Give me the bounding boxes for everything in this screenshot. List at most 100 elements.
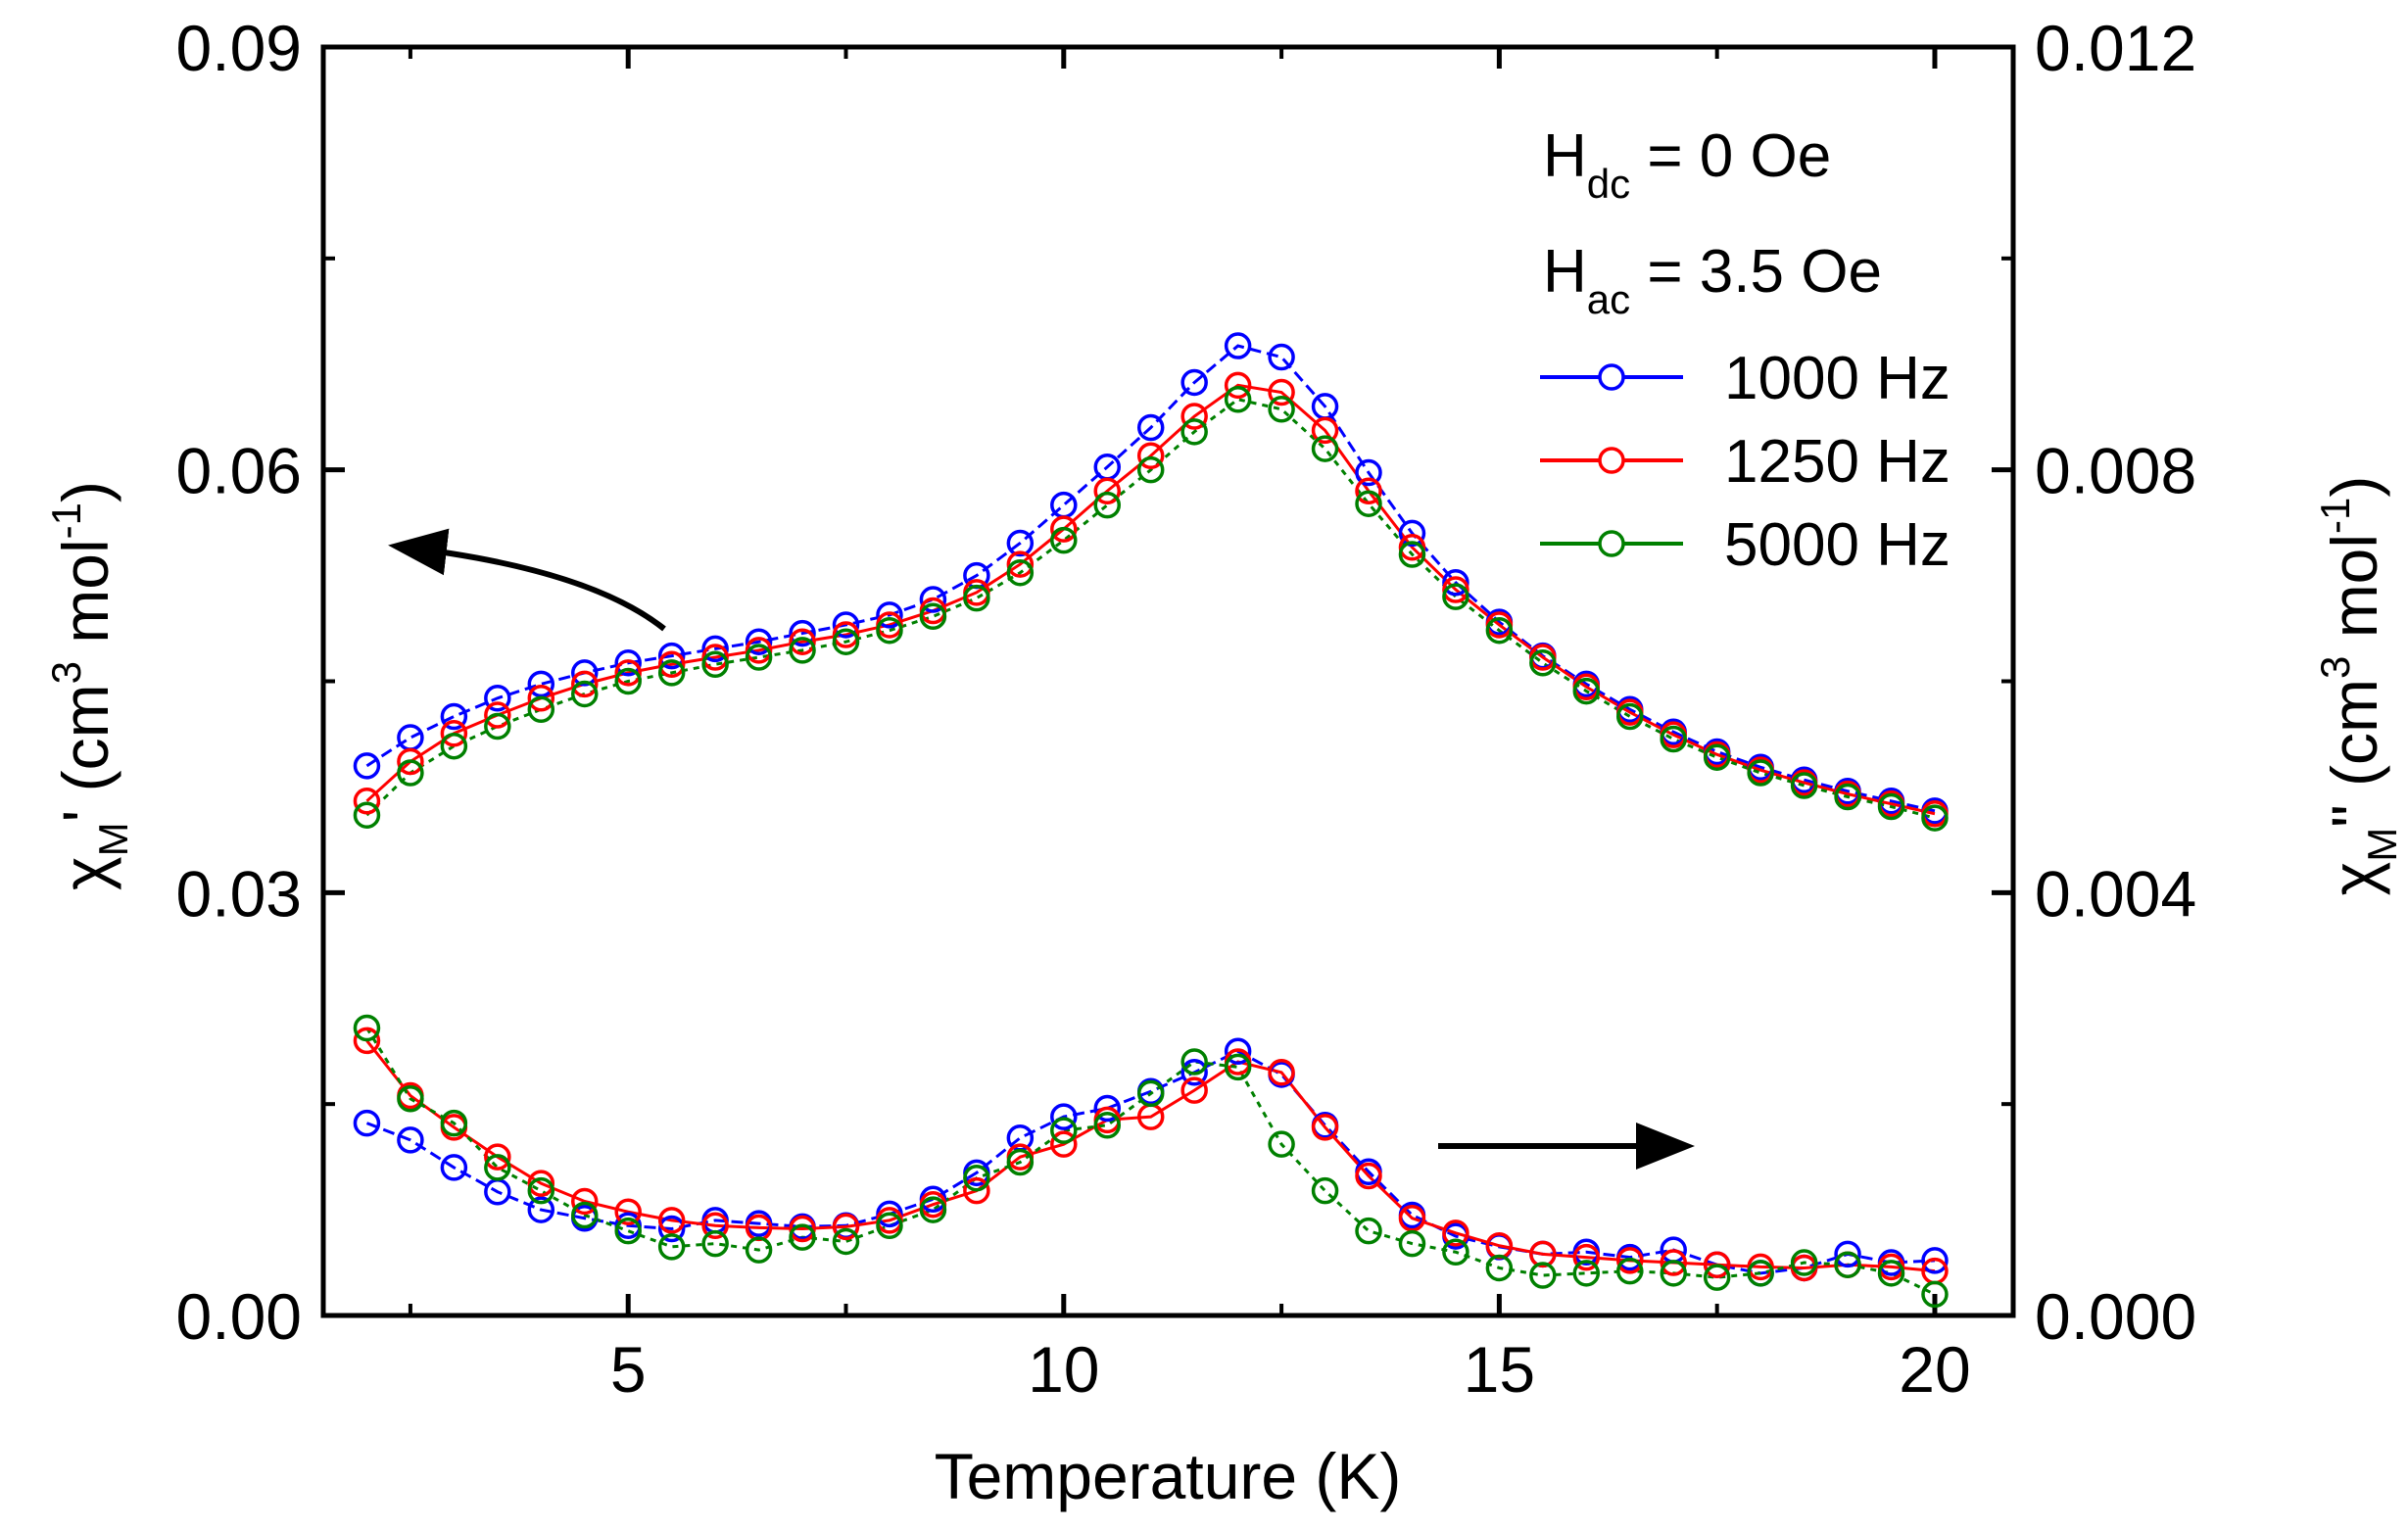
in-phase-point-1250-hz [527, 685, 555, 712]
out-of-phase-point-5000-hz [1485, 1254, 1514, 1282]
x-tick-label: 10 [1028, 1333, 1099, 1406]
out-of-phase-point-5000-hz [657, 1233, 686, 1261]
in-phase-point-1250-hz [353, 788, 381, 815]
out-of-phase-point-5000-hz [1790, 1249, 1818, 1276]
out-of-phase-point-1250-hz [1180, 1076, 1208, 1104]
out-of-phase-point-1250-hz [1311, 1114, 1339, 1141]
in-phase-point-1250-hz [789, 628, 816, 655]
out-of-phase-point-5000-hz [1093, 1112, 1122, 1139]
right-y-tick-label: 0.012 [2035, 12, 2196, 84]
in-phase-point-1250-hz [701, 644, 729, 671]
out-of-phase-point-5000-hz [397, 1085, 424, 1113]
out-of-phase-point-1000-hz [527, 1196, 555, 1223]
out-of-phase-point-5000-hz [614, 1217, 642, 1245]
in-phase-point-1250-hz [397, 747, 424, 776]
out-of-phase-point-5000-hz [1877, 1260, 1905, 1287]
out-of-phase-point-5000-hz [1921, 1280, 1949, 1309]
in-phase-point-1250-hz [1136, 442, 1165, 470]
in-phase-point-1000-hz [1442, 569, 1469, 597]
in-phase-point-5000-hz [614, 667, 642, 695]
in-phase-point-5000-hz [1834, 783, 1861, 811]
out-of-phase-point-1250-hz [614, 1198, 642, 1225]
in-phase-point-1250-hz [1050, 515, 1078, 543]
in-phase-point-1000-hz [571, 659, 599, 687]
out-of-phase-point-5000-hz [789, 1223, 816, 1251]
out-of-phase-point-5000-hz [1006, 1148, 1035, 1176]
in-phase-point-5000-hz [484, 712, 511, 741]
in-phase-point-1000-hz [1355, 458, 1382, 487]
in-phase-point-5000-hz [1790, 772, 1818, 799]
in-phase-point-5000-hz [832, 628, 860, 655]
out-of-phase-point-5000-hz [440, 1109, 468, 1137]
out-of-phase-point-1250-hz [1572, 1243, 1601, 1271]
out-of-phase-point-5000-hz [1442, 1238, 1469, 1266]
in-phase-point-5000-hz [1747, 759, 1774, 787]
out-of-phase-point-1250-hz [1660, 1249, 1687, 1276]
in-phase-point-1000-hz [527, 670, 555, 698]
in-phase-point-1250-hz [440, 719, 468, 747]
in-phase-line-1000-hz [365, 344, 1936, 813]
out-of-phase-point-1250-hz [1529, 1240, 1557, 1268]
out-of-phase-point-1000-hz [1093, 1094, 1122, 1123]
in-phase-point-5000-hz [1660, 725, 1687, 753]
series-lines [365, 344, 1936, 1296]
in-phase-point-5000-hz [1398, 541, 1426, 568]
in-phase-point-5000-hz [1180, 418, 1208, 446]
in-phase-point-5000-hz [745, 644, 773, 671]
out-of-phase-point-5000-hz [1050, 1117, 1078, 1144]
in-phase-point-1000-hz [1136, 413, 1165, 442]
in-phase-line-5000-hz [365, 398, 1936, 820]
out-of-phase-point-5000-hz [832, 1227, 860, 1256]
in-phase-point-5000-hz [1485, 616, 1514, 645]
in-phase-point-1250-hz [1398, 534, 1426, 561]
legend-marker-1000-hz [1598, 363, 1625, 391]
x-tick-label: 5 [610, 1333, 647, 1406]
out-of-phase-point-5000-hz [1660, 1260, 1687, 1287]
in-phase-point-5000-hz [1703, 743, 1731, 771]
out-of-phase-point-1250-hz [353, 1027, 381, 1055]
in-phase-point-5000-hz [1616, 702, 1644, 731]
in-phase-point-5000-hz [527, 695, 555, 724]
out-of-phase-point-5000-hz [745, 1236, 773, 1264]
in-phase-point-1250-hz [832, 621, 860, 648]
out-of-phase-point-5000-hz [527, 1176, 555, 1205]
in-phase-point-1000-hz [919, 586, 947, 613]
out-of-phase-line-1250-hz [365, 1039, 1936, 1273]
out-of-phase-point-1250-hz [701, 1212, 729, 1240]
left-y-axis-label: χM' (cm3 mol-1) [43, 481, 136, 890]
out-of-phase-point-5000-hz [701, 1229, 729, 1258]
out-of-phase-point-1250-hz [1703, 1251, 1731, 1278]
legend-label-1000-hz: 1000 Hz [1724, 345, 1950, 412]
legend-marker-1250-hz [1598, 447, 1625, 474]
out-of-phase-line-5000-hz [365, 1027, 1936, 1296]
out-of-phase-point-5000-hz [1834, 1251, 1861, 1278]
out-of-phase-point-5000-hz [1572, 1260, 1601, 1287]
hdc-annotation: Hdc = 0 Oe [1543, 122, 1831, 207]
in-phase-point-1250-hz [745, 637, 773, 664]
out-of-phase-point-5000-hz [1355, 1217, 1382, 1245]
in-phase-point-1000-hz [1398, 519, 1426, 548]
in-phase-point-1000-hz [1006, 529, 1035, 557]
in-phase-point-1250-hz [1180, 403, 1208, 430]
out-of-phase-point-1000-hz [353, 1109, 381, 1137]
out-of-phase-point-5000-hz [1136, 1079, 1165, 1108]
in-phase-point-1000-hz [745, 628, 773, 655]
out-of-phase-point-1250-hz [1442, 1219, 1469, 1247]
out-of-phase-point-1250-hz [484, 1143, 511, 1171]
out-of-phase-point-5000-hz [484, 1154, 511, 1181]
out-of-phase-point-5000-hz [919, 1196, 947, 1223]
in-phase-point-1000-hz [440, 702, 468, 731]
out-of-phase-point-5000-hz [1311, 1176, 1339, 1205]
in-phase-point-1000-hz [1180, 368, 1208, 397]
in-phase-point-1250-hz [1093, 477, 1122, 504]
out-of-phase-point-1000-hz [1921, 1247, 1949, 1274]
in-phase-point-5000-hz [876, 616, 903, 645]
in-phase-point-5000-hz [1136, 455, 1165, 484]
in-phase-point-1000-hz [484, 685, 511, 712]
out-of-phase-point-1000-hz [1050, 1103, 1078, 1130]
out-of-phase-point-1250-hz [1616, 1247, 1644, 1274]
out-of-phase-point-1000-hz [397, 1126, 424, 1154]
in-phase-point-5000-hz [1877, 792, 1905, 821]
out-of-phase-point-1250-hz [789, 1215, 816, 1243]
in-phase-point-1250-hz [1311, 416, 1339, 445]
